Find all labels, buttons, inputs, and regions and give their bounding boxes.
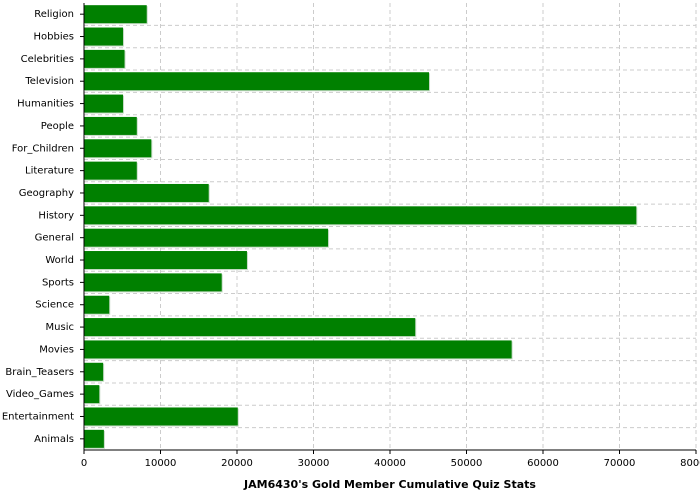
y-tick-label: Literature — [25, 166, 74, 177]
bar — [84, 206, 637, 225]
x-tick-label: 10000 — [145, 458, 177, 469]
bar — [84, 94, 124, 113]
bar — [84, 385, 100, 404]
bar — [84, 49, 125, 68]
y-tick-label: Hobbies — [34, 32, 74, 43]
bar — [84, 5, 147, 24]
bar — [84, 318, 416, 337]
y-tick-label: Humanities — [17, 99, 74, 110]
y-tick-label: Video_Games — [6, 389, 74, 400]
bar — [84, 429, 104, 448]
y-tick-label: Science — [35, 300, 74, 311]
bar — [84, 251, 247, 270]
y-tick-label: Religion — [34, 9, 74, 20]
bar — [84, 340, 512, 359]
y-tick-label: Entertainment — [2, 411, 74, 422]
bar — [84, 362, 104, 381]
y-tick-label: General — [35, 233, 74, 244]
x-tick-label: 60000 — [527, 458, 559, 469]
bar — [84, 273, 222, 292]
bar — [84, 27, 124, 46]
y-tick-label: Animals — [34, 434, 74, 445]
x-tick-label: 0 — [81, 458, 87, 469]
y-tick-label: World — [45, 255, 74, 266]
y-tick-label: Music — [46, 322, 74, 333]
y-tick-label: Celebrities — [21, 54, 74, 65]
x-axis-label: JAM6430's Gold Member Cumulative Quiz St… — [243, 478, 536, 491]
y-tick-label: History — [38, 210, 74, 221]
y-tick-label: Movies — [39, 344, 74, 355]
x-tick-label: 40000 — [374, 458, 406, 469]
y-tick-label: For_Children — [12, 143, 74, 154]
x-tick-label: 80000 — [680, 458, 700, 469]
y-tick-label: Sports — [42, 277, 74, 288]
bar — [84, 139, 152, 158]
bar — [84, 407, 238, 426]
y-tick-label: Geography — [19, 188, 74, 199]
y-tick-label: People — [41, 121, 74, 132]
y-tick-label: Brain_Teasers — [5, 367, 74, 378]
bar — [84, 183, 209, 202]
bar — [84, 295, 110, 314]
bar — [84, 72, 430, 91]
y-tick-label: Television — [24, 76, 74, 87]
bar — [84, 116, 137, 135]
x-tick-label: 30000 — [298, 458, 330, 469]
x-tick-label: 70000 — [604, 458, 636, 469]
bar — [84, 228, 329, 247]
x-tick-label: 20000 — [221, 458, 253, 469]
x-tick-label: 50000 — [451, 458, 483, 469]
bar — [84, 161, 137, 180]
